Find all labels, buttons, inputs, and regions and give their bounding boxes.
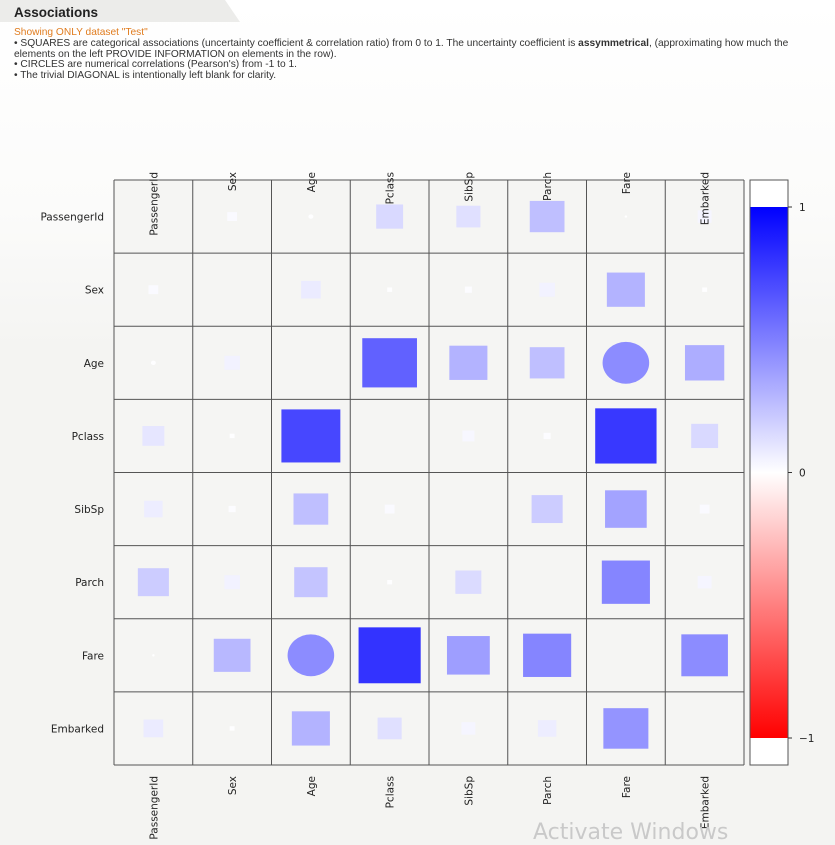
cell-pclass-sibsp-square xyxy=(462,430,475,442)
cell-age-fare-circle xyxy=(602,341,650,384)
colorbar-tick-label: −1 xyxy=(799,733,814,745)
cell-age-pclass-square xyxy=(362,338,417,388)
colorbar-gradient xyxy=(750,207,788,738)
cell-pclass-age-square xyxy=(281,409,341,463)
top-column-label-passengerid: PassengerId xyxy=(148,172,160,236)
cell-sex-sibsp-square xyxy=(464,286,472,293)
cell-embarked-passengerid-square xyxy=(143,719,164,738)
cell-parch-sex-square xyxy=(224,575,240,590)
cell-sex-pclass-square xyxy=(387,287,393,292)
cell-fare-parch-square xyxy=(523,633,572,677)
bottom-column-label-sex: Sex xyxy=(227,776,239,795)
top-column-label-pclass: Pclass xyxy=(385,172,397,204)
cell-passengerid-sibsp-square xyxy=(456,205,481,228)
row-label-sex: Sex xyxy=(85,285,104,297)
row-label-embarked: Embarked xyxy=(51,723,104,735)
row-label-fare: Fare xyxy=(82,650,104,662)
cell-passengerid-embarked-square xyxy=(697,210,712,223)
top-column-label-age: Age xyxy=(306,172,318,192)
cell-passengerid-age-circle xyxy=(308,214,314,219)
cell-age-passengerid-circle xyxy=(150,360,156,366)
cell-passengerid-sex-square xyxy=(227,212,238,221)
activate-windows-watermark: Activate Windows xyxy=(533,820,729,845)
bottom-column-label-age: Age xyxy=(306,776,318,796)
panel-tab xyxy=(0,0,240,22)
cell-sex-parch-square xyxy=(539,282,555,297)
panel-title: Associations xyxy=(14,5,99,20)
row-label-age: Age xyxy=(84,358,104,370)
cell-fare-sex-square xyxy=(213,638,251,672)
cell-passengerid-parch-square xyxy=(529,200,565,233)
cell-age-sibsp-square xyxy=(449,345,488,380)
cell-embarked-sex-square xyxy=(229,726,235,731)
colorbar-tick-label: 0 xyxy=(799,468,806,480)
cell-sibsp-pclass-square xyxy=(384,504,395,514)
colorbar-tick-label: 1 xyxy=(799,202,806,214)
bottom-column-label-pclass: Pclass xyxy=(385,776,397,808)
cell-parch-sibsp-square xyxy=(455,570,482,594)
bottom-column-label-embarked: Embarked xyxy=(700,776,712,829)
cell-pclass-sex-square xyxy=(229,433,235,439)
cell-age-embarked-square xyxy=(684,345,725,381)
cell-pclass-parch-square xyxy=(543,432,551,440)
bottom-column-label-parch: Parch xyxy=(542,776,554,805)
cell-pclass-embarked-square xyxy=(691,423,719,449)
dataset-subtitle: Showing ONLY dataset "Test" xyxy=(14,27,148,38)
bottom-column-label-passengerid: PassengerId xyxy=(148,776,160,840)
top-column-label-sex: Sex xyxy=(227,172,239,191)
cell-embarked-age-square xyxy=(291,711,330,746)
cell-parch-embarked-square xyxy=(697,575,712,589)
cell-sibsp-parch-square xyxy=(531,495,563,524)
top-column-label-parch: Parch xyxy=(542,172,554,201)
bottom-column-label-fare: Fare xyxy=(621,776,633,798)
cell-fare-sibsp-square xyxy=(446,636,490,675)
note-squares: • SQUARES are categorical associations (… xyxy=(14,37,789,60)
cell-fare-age-circle xyxy=(287,634,335,677)
cell-parch-passengerid-square xyxy=(137,568,169,597)
cell-pclass-fare-square xyxy=(595,408,657,464)
cell-embarked-fare-square xyxy=(603,708,649,749)
cell-fare-embarked-square xyxy=(681,634,728,677)
bottom-column-label-sibsp: SibSp xyxy=(463,776,475,806)
cell-fare-pclass-square xyxy=(358,627,421,684)
cell-fare-passengerid-circle xyxy=(152,654,155,657)
cell-sibsp-fare-square xyxy=(605,490,647,528)
top-column-label-embarked: Embarked xyxy=(700,172,712,225)
cell-embarked-parch-square xyxy=(537,720,557,737)
cell-embarked-sibsp-square xyxy=(461,722,476,735)
top-column-label-sibsp: SibSp xyxy=(463,172,475,202)
row-label-sibsp: SibSp xyxy=(74,504,104,516)
note-diagonal: • The trivial DIAGONAL is intentionally … xyxy=(14,70,277,82)
cell-sibsp-sex-square xyxy=(228,505,236,513)
cell-sex-fare-square xyxy=(606,272,645,307)
cell-sex-embarked-square xyxy=(702,287,708,292)
cell-parch-age-square xyxy=(294,567,328,598)
row-label-passengerid: PassengerId xyxy=(40,212,104,224)
cell-pclass-passengerid-square xyxy=(142,426,165,446)
cell-parch-pclass-square xyxy=(387,579,393,585)
cell-sex-age-square xyxy=(301,280,321,299)
note-circles: • CIRCLES are numerical correlations (Pe… xyxy=(14,59,297,71)
cell-sex-passengerid-square xyxy=(148,285,159,295)
cell-age-sex-square xyxy=(224,355,240,370)
cell-passengerid-pclass-square xyxy=(376,204,404,229)
row-label-parch: Parch xyxy=(75,577,104,589)
cell-sibsp-embarked-square xyxy=(699,504,710,514)
cell-embarked-pclass-square xyxy=(377,717,402,740)
cell-age-parch-square xyxy=(529,347,565,379)
cell-parch-fare-square xyxy=(601,560,650,604)
cell-passengerid-fare-circle xyxy=(624,215,628,218)
panel-description: Showing ONLY dataset "Test" • SQUARES ar… xyxy=(14,27,829,82)
cell-sibsp-passengerid-square xyxy=(144,500,163,518)
row-label-pclass: Pclass xyxy=(72,431,104,443)
top-column-label-fare: Fare xyxy=(621,172,633,194)
cell-sibsp-age-square xyxy=(293,493,329,525)
